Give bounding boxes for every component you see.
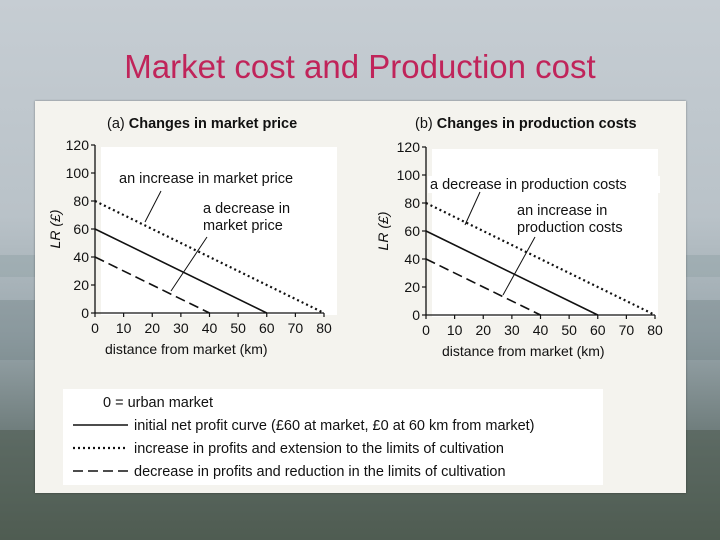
panel-a-series-solid-line [94,228,268,314]
panel-b-title-letter: (b) [415,116,437,132]
panel-a-x-tick-label-70: 70 [288,320,304,336]
panel-a-x-tick-label-80: 80 [316,320,332,336]
panel-a-x-tick-label-40: 40 [202,320,218,336]
panel-b-title: (b) Changes in production costs [415,116,637,132]
panel-b-x-tick-label-40: 40 [533,322,549,338]
panel-a-x-tick-label-10: 10 [116,320,132,336]
panel-a-annotation-2: market price [203,218,283,234]
panel-a-x-tick-label-50: 50 [230,320,246,336]
panel-b-annotation-0: a decrease in production costs [430,177,627,193]
panel-b-annotation-bg-0 [428,176,660,193]
panel-a-annotation-bg-0 [117,170,327,187]
panel-a-series-dashed-line [94,256,210,314]
panel-a-title-text: Changes in market price [129,116,297,132]
legend-zero-note: 0 = urban market [103,395,213,411]
panel-a-annotation-0: an increase in market price [119,171,293,187]
panel-a-annotation-pointer-0 [144,190,162,223]
panel-a-annotation-1: a decrease in [203,201,290,217]
panel-b-x-tick-label-80: 80 [647,322,663,338]
legend-box [63,389,603,485]
panel-a-annotation-pointer-1 [170,236,208,292]
panel-a-annotation-bg-2 [201,217,297,234]
panel-b-y-tick-label-20: 20 [404,279,420,295]
panel-a-x-tick-label-0: 0 [91,320,99,336]
panel-b-x-tick-label-70: 70 [619,322,635,338]
panel-b-annotation-2: production costs [517,220,623,236]
panel-b-x-tick-label-30: 30 [504,322,520,338]
panel-b-y-tick-label-40: 40 [404,251,420,267]
panel-a-y-tick-label-20: 20 [73,277,89,293]
panel-a-title: (a) Changes in market price [107,116,297,132]
panel-b-x-tick-label-0: 0 [422,322,430,338]
panel-a-y-tick-label-80: 80 [73,193,89,209]
panel-a-x-tick-label-60: 60 [259,320,275,336]
panel-a-x-axis-label: distance from market (km) [105,341,268,357]
panel-b-series-dashed-line [425,258,541,316]
panel-a-title-letter: (a) [107,116,129,132]
panel-b-y-tick-label-100: 100 [397,167,421,183]
panel-b-annotation-bg-1 [515,202,626,219]
panel-a-y-tick-label-120: 120 [66,137,90,153]
panel-b-x-axis-label: distance from market (km) [442,343,605,359]
panel-b-y-tick-label-120: 120 [397,139,421,155]
legend-label-solid: initial net profit curve (£60 at market,… [134,418,535,434]
panel-b-y-tick-label-0: 0 [412,307,420,323]
panel-a-y-axis-label: LR (£) [47,210,63,249]
panel-b-x-tick-label-20: 20 [475,322,491,338]
panel-a-x-tick-label-20: 20 [144,320,160,336]
panel-b-x-tick-label-50: 50 [561,322,577,338]
panel-a-annotation-bg-1 [201,200,304,217]
panel-a-y-tick-label-0: 0 [81,305,89,321]
panel-b-series-solid-line [425,230,599,316]
panel-b-title-text: Changes in production costs [437,116,637,132]
panel-b-annotation-1: an increase in [517,203,607,219]
panel-b-annotation-pointer-1 [502,236,536,296]
panel-a-y-tick-label-100: 100 [66,165,90,181]
panel-b-annotation-bg-2 [515,219,641,236]
panel-a-y-tick-label-40: 40 [73,249,89,265]
panel-b-y-tick-label-60: 60 [404,223,420,239]
panel-a-x-tick-label-30: 30 [173,320,189,336]
panel-a-y-tick-label-60: 60 [73,221,89,237]
panel-b-annotation-pointer-0 [464,191,481,226]
legend-label-dotted: increase in profits and extension to the… [134,441,504,457]
panel-b-x-tick-label-60: 60 [590,322,606,338]
slide-title: Market cost and Production cost [124,48,596,85]
legend-label-dashed: decrease in profits and reduction in the… [134,464,506,480]
panel-b-y-axis-label: LR (£) [375,212,391,251]
figure-svg: (a) Changes in market price0204060801001… [47,116,663,485]
panel-b-y-tick-label-80: 80 [404,195,420,211]
panel-b-x-tick-label-10: 10 [447,322,463,338]
figure-card: (a) Changes in market price 0 20 40 60 80 100 1… [35,101,686,493]
